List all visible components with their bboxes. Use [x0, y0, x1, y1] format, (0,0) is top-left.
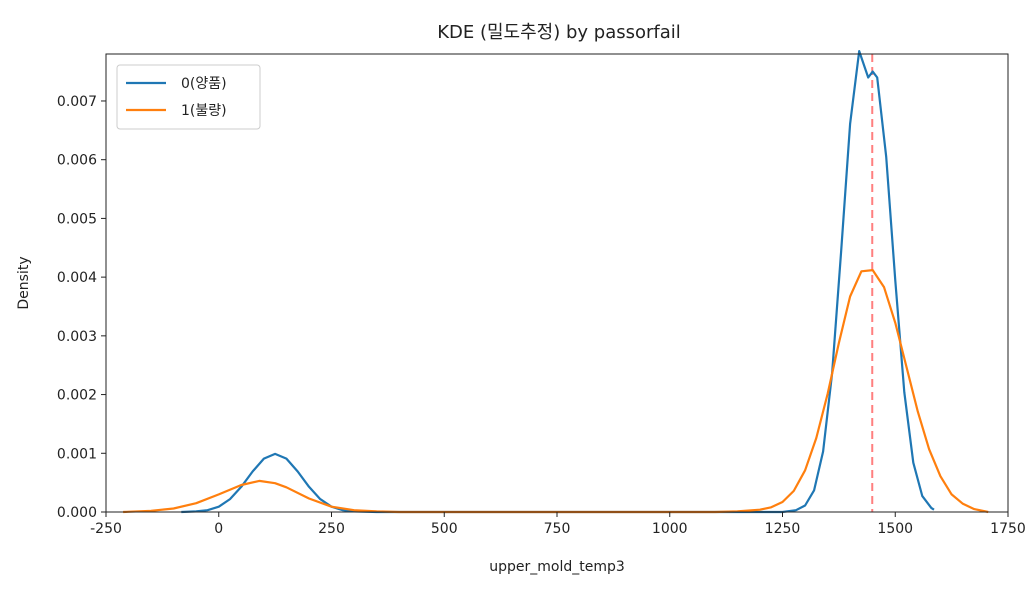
y-tick-label: 0.001 — [57, 446, 97, 462]
y-axis-title: Density — [16, 256, 32, 309]
y-tick-label: 0.007 — [57, 94, 97, 110]
y-axis: 0.000 0.001 0.002 0.003 0.004 0.005 0.006 0.007 — [57, 94, 106, 521]
plot-area — [106, 54, 1008, 512]
y-tick-label: 0.004 — [57, 270, 97, 286]
chart-title: KDE (밀도추정) by passorfail — [437, 22, 681, 43]
x-axis-title: upper_mold_temp3 — [489, 559, 625, 575]
x-tick-label: 500 — [431, 521, 458, 537]
x-tick-label: 1000 — [652, 521, 688, 537]
y-tick-label: 0.003 — [57, 329, 97, 345]
y-tick-label: 0.000 — [57, 505, 97, 521]
x-tick-label: 250 — [318, 521, 345, 537]
x-tick-label: -250 — [90, 521, 122, 537]
x-tick-label: 750 — [544, 521, 571, 537]
legend-label-0: 0(양품) — [181, 76, 227, 92]
x-tick-label: 1750 — [990, 521, 1026, 537]
y-tick-label: 0.002 — [57, 388, 97, 404]
legend: 0(양품) 1(불량) — [116, 64, 261, 130]
series-line-1 — [123, 269, 989, 514]
x-tick-label: 0 — [214, 521, 223, 537]
x-tick-label: 1500 — [877, 521, 913, 537]
legend-box — [116, 64, 261, 130]
y-tick-label: 0.005 — [57, 211, 97, 227]
x-tick-label: 1250 — [765, 521, 801, 537]
legend-label-1: 1(불량) — [181, 103, 227, 119]
x-axis: -250 0 250 500 750 1000 1250 1500 1750 — [90, 512, 1026, 537]
y-tick-label: 0.006 — [57, 153, 97, 169]
